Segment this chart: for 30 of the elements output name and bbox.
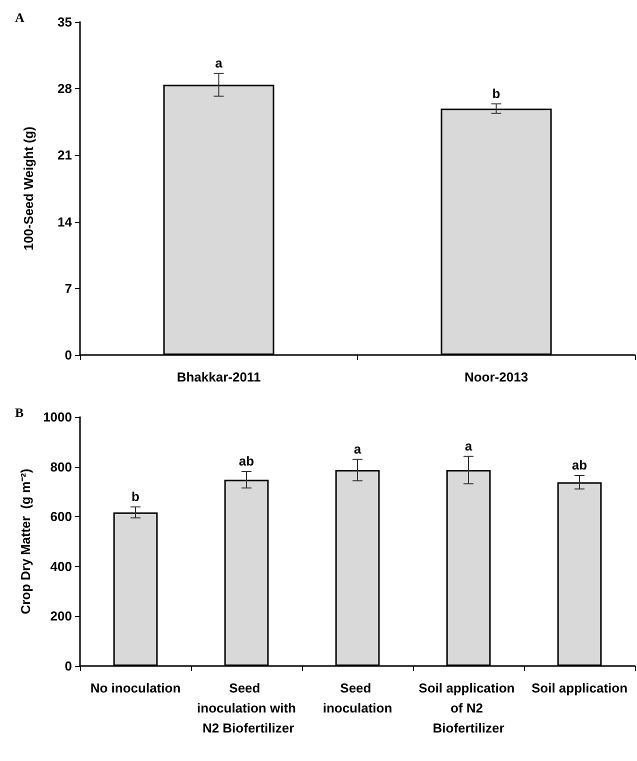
y-tick-label: 0 [64,348,72,362]
annotation: a [354,441,362,456]
annotation: a [464,438,473,454]
annotation: b [132,488,140,504]
y-tick-label: 200 [50,608,72,624]
annotation: a [215,55,224,70]
y-tick-label: 7 [64,280,72,296]
y-tick-label: 400 [50,558,72,574]
annotation: b [492,86,500,101]
y-tick-label: 14 [58,214,73,230]
y-tick-label: 600 [50,509,72,524]
y-tick-label: 0 [64,658,72,674]
chart-title: A [15,10,25,25]
y-tick-label: 28 [58,81,72,96]
annotation: ab [572,458,588,473]
y-axis-title: 100-Seed Weight (g) [21,126,36,251]
x-tick-label: Soil application of N2 Biofertilizer [418,680,518,736]
x-tick-label: Soil application [531,680,628,696]
y-tick-label: 21 [58,148,72,163]
y-tick-label: 35 [58,14,72,30]
x-tick-label: Bhakkar-2011 [176,370,261,384]
x-tick-label: Seed inoculation with N2 Biofertilizer [197,680,296,736]
chart-title: B [15,405,24,420]
x-tick-label: Noor-2013 [464,370,528,384]
y-tick-label: 1000 [43,410,72,424]
x-tick-label: No inoculation [90,680,181,696]
y-tick-label: 800 [50,459,72,474]
y-axis-title: Crop Dry Matter (g m⁻²) [18,468,34,614]
annotation: ab [238,454,254,469]
x-tick-label: Seed inoculation [322,680,392,716]
